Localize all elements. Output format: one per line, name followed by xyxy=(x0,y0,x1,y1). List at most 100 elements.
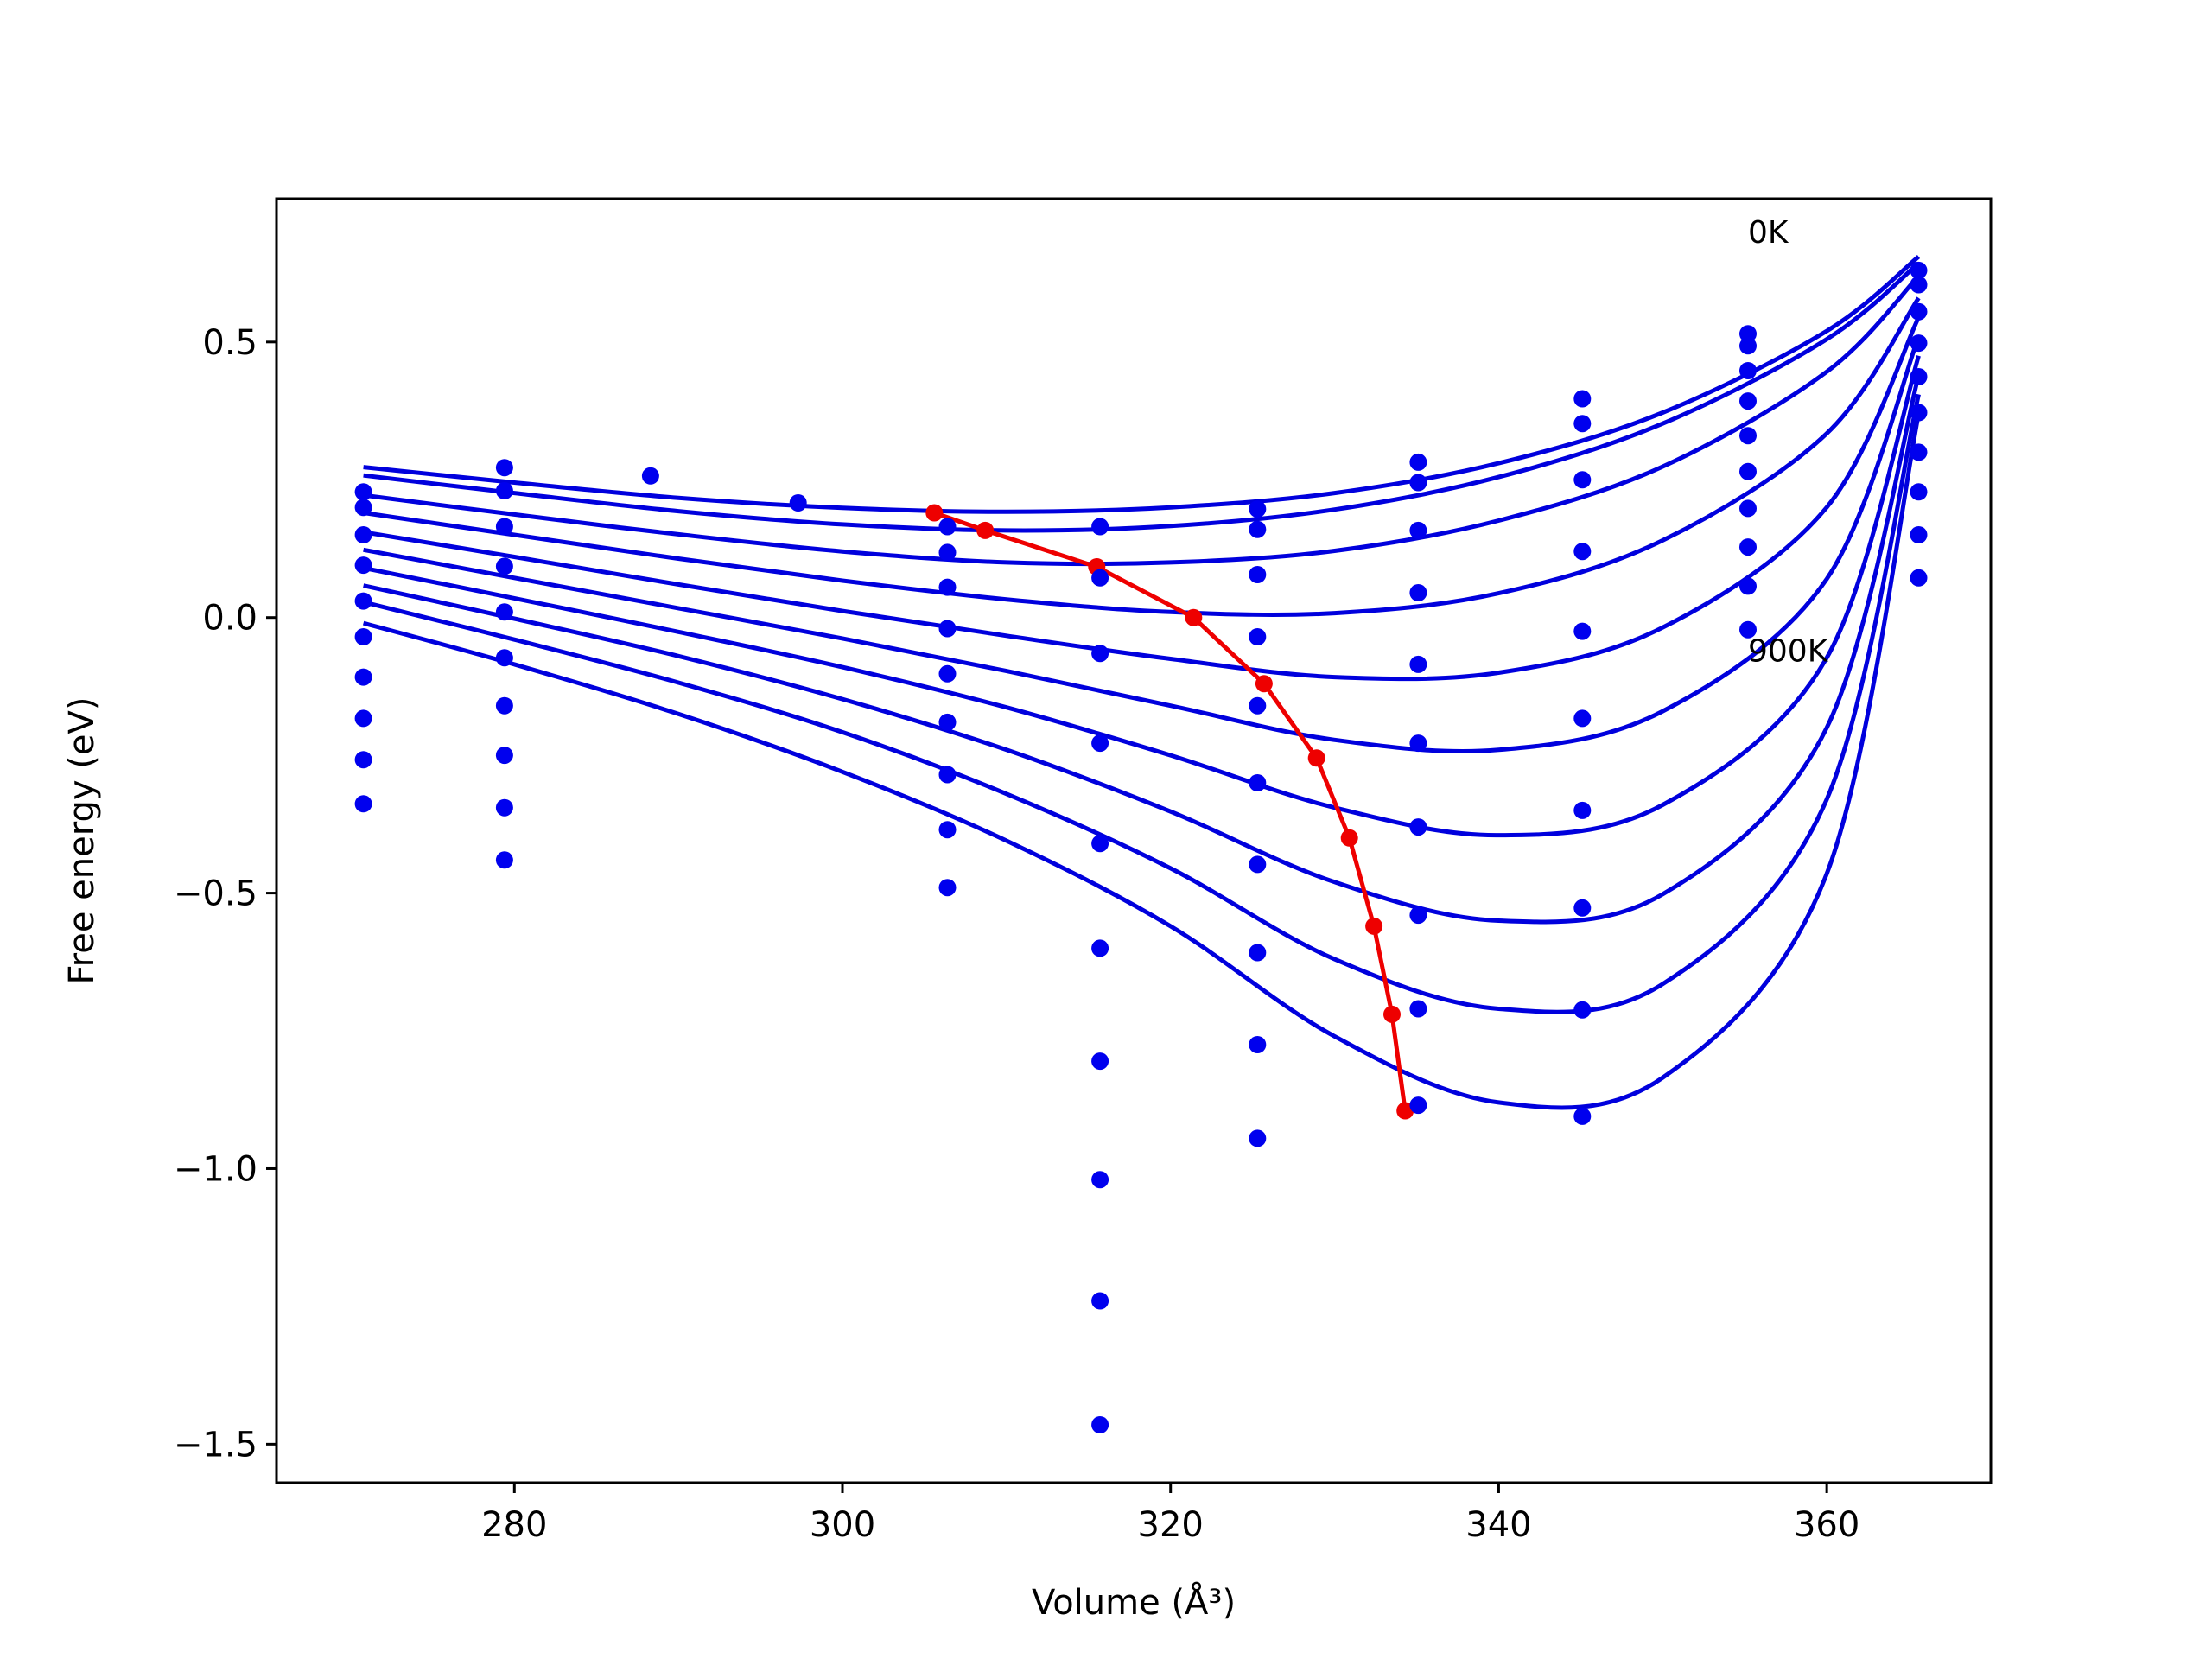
fit-curve-5 xyxy=(363,335,1921,754)
data-point xyxy=(1409,584,1427,601)
data-point xyxy=(1091,939,1109,957)
annotation-label: 900K xyxy=(1748,634,1829,670)
y-axis-label: Free energy (eV) xyxy=(62,697,102,985)
x-tick-label: 360 xyxy=(1794,1505,1859,1545)
data-point xyxy=(1249,628,1267,645)
data-point xyxy=(938,578,957,596)
data-point xyxy=(1249,774,1267,791)
data-point xyxy=(1249,1129,1267,1147)
data-point xyxy=(938,766,957,784)
data-point xyxy=(1573,1107,1592,1125)
minimum-point xyxy=(925,504,944,522)
data-point xyxy=(495,747,513,765)
data-point xyxy=(1409,818,1427,836)
minimum-point xyxy=(1307,749,1325,767)
data-point xyxy=(1091,1171,1109,1189)
y-tick-label: −1.5 xyxy=(174,1425,257,1465)
data-points xyxy=(354,261,1928,1433)
fit-curve-9 xyxy=(362,413,1921,1110)
x-tick-label: 300 xyxy=(810,1505,875,1545)
x-tick-label: 320 xyxy=(1138,1505,1204,1545)
data-point xyxy=(1249,855,1267,874)
y-tick-label: 0.5 xyxy=(202,323,257,363)
data-point xyxy=(354,483,372,501)
data-point xyxy=(1409,474,1427,492)
data-point xyxy=(1573,709,1592,728)
data-point xyxy=(354,751,372,769)
data-point xyxy=(495,798,513,817)
x-tick-label: 340 xyxy=(1465,1505,1531,1545)
data-point xyxy=(1091,645,1109,663)
data-point xyxy=(1249,1036,1267,1053)
data-point xyxy=(1739,499,1757,518)
data-point xyxy=(354,709,372,728)
fit-curves xyxy=(362,255,1921,1110)
data-point xyxy=(1739,462,1757,480)
data-point xyxy=(1091,569,1109,587)
data-point xyxy=(1910,368,1928,385)
data-point xyxy=(1739,577,1757,595)
minimum-point xyxy=(1255,675,1273,693)
data-point xyxy=(1739,427,1757,445)
fit-curve-1 xyxy=(363,261,1921,533)
data-point xyxy=(938,879,957,897)
fit-curve-3 xyxy=(363,296,1921,617)
data-point xyxy=(495,603,513,621)
data-point xyxy=(1249,500,1267,518)
data-point xyxy=(1910,483,1928,501)
data-point xyxy=(1249,944,1267,962)
fit-curve-7 xyxy=(363,374,1921,925)
data-point xyxy=(1910,526,1928,543)
data-point xyxy=(1739,620,1757,639)
data-point xyxy=(1910,302,1928,321)
fit-curve-6 xyxy=(363,355,1921,838)
fit-curve-2 xyxy=(363,274,1921,567)
data-point xyxy=(1409,521,1427,539)
data-point xyxy=(1249,566,1267,583)
data-point xyxy=(354,526,372,543)
data-point xyxy=(789,494,807,512)
data-point xyxy=(641,467,659,485)
minimum-point xyxy=(1340,829,1358,847)
data-point xyxy=(1091,518,1109,536)
data-point xyxy=(1409,906,1427,925)
data-point xyxy=(1249,696,1267,715)
minimum-point xyxy=(1365,917,1383,935)
data-point xyxy=(495,649,513,667)
minimum-path xyxy=(925,504,1414,1120)
data-point xyxy=(1409,655,1427,673)
data-point xyxy=(1573,801,1592,819)
minimum-point xyxy=(1396,1102,1414,1120)
plot-frame xyxy=(275,197,1993,1484)
data-point xyxy=(1409,1096,1427,1115)
data-point xyxy=(938,543,957,562)
data-point xyxy=(1573,622,1592,640)
data-point xyxy=(1091,1292,1109,1310)
data-point xyxy=(1739,362,1757,379)
data-point xyxy=(1409,734,1427,753)
data-point xyxy=(1091,835,1109,853)
data-point xyxy=(1091,734,1109,753)
data-point xyxy=(495,482,513,499)
data-point xyxy=(1739,325,1757,343)
data-point xyxy=(1573,415,1592,433)
x-axis-label: Volume (Å³) xyxy=(1032,1581,1236,1623)
data-point xyxy=(1910,443,1928,461)
y-tick-label: 0.0 xyxy=(202,599,257,639)
minimum-point xyxy=(1185,608,1203,626)
data-point xyxy=(1910,261,1928,279)
minimum-path-line xyxy=(933,511,1408,1111)
data-point xyxy=(354,592,372,610)
data-point xyxy=(938,713,957,731)
data-point xyxy=(1910,569,1928,587)
data-point xyxy=(1739,538,1757,556)
data-point xyxy=(495,459,513,477)
minimum-point xyxy=(1383,1005,1401,1023)
annotation-label: 0K xyxy=(1748,215,1789,251)
data-point xyxy=(495,557,513,575)
data-point xyxy=(1910,276,1928,294)
data-point xyxy=(1573,471,1592,489)
data-point xyxy=(938,620,957,638)
